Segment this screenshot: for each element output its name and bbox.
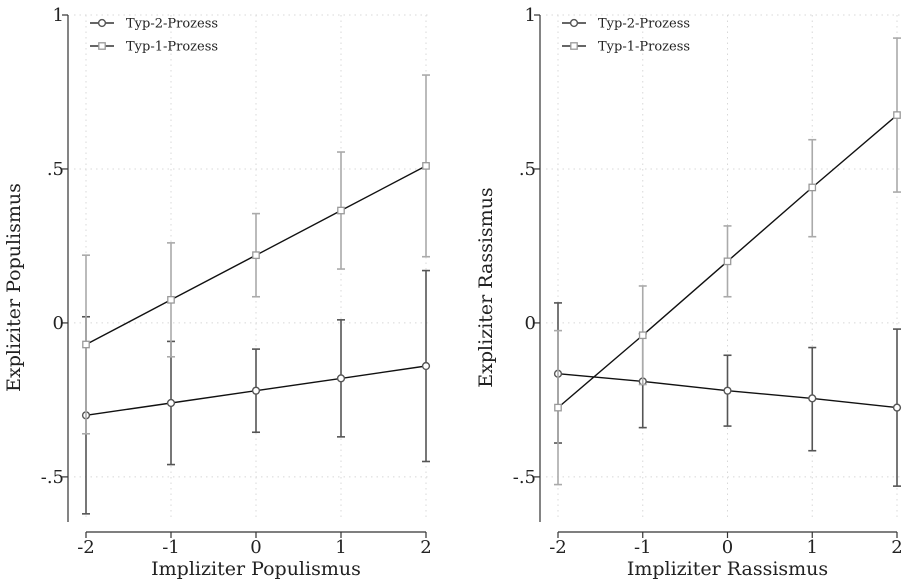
y-tick-label: 0 — [53, 313, 64, 334]
data-point — [421, 361, 431, 371]
series-square — [82, 74, 430, 435]
legend-marker — [97, 18, 107, 28]
x-tick-label: 1 — [807, 537, 818, 558]
y-axis-label: Expliziter Populismus — [3, 183, 25, 392]
data-point — [166, 398, 176, 408]
x-tick-label: 0 — [250, 537, 261, 558]
y-tick-label: -.5 — [41, 467, 64, 488]
y-tick-label: .5 — [47, 159, 64, 180]
x-tick-label: -2 — [77, 537, 95, 558]
x-tick-label: 1 — [335, 537, 346, 558]
data-point — [808, 183, 817, 192]
data-point — [167, 295, 175, 304]
panel-rassismus: -.5 0 .5 1 -2 -1 0 1 2 Impliziter Rassismus Expliz… — [475, 5, 902, 580]
data-point — [892, 403, 902, 412]
y-tick-label: 0 — [525, 313, 536, 334]
x-tick-label: -1 — [162, 537, 180, 558]
y-tick-label: .5 — [519, 159, 536, 180]
x-tick-label: 2 — [420, 537, 431, 558]
y-axis-label: Expliziter Rassismus — [475, 187, 497, 387]
y-tick-label: 1 — [525, 5, 536, 26]
legend: Typ-2-Prozess Typ-1-Prozess — [90, 17, 218, 55]
legend-marker — [569, 18, 579, 28]
data-point — [251, 386, 261, 395]
legend-label: Typ-1-Prozess — [598, 40, 690, 55]
x-axis-label: Impliziter Populismus — [151, 558, 361, 580]
panel-populismus: -.5 0 .5 1 -2 -1 0 1 2 Impliziter Populismus Expli… — [3, 5, 432, 580]
x-tick-label: -2 — [549, 537, 567, 558]
x-axis-label: Impliziter Rassismus — [627, 558, 828, 580]
y-tick-label: -.5 — [513, 467, 536, 488]
x-tick-label: 2 — [891, 537, 902, 558]
x-tick-label: 0 — [722, 537, 733, 558]
data-point — [723, 257, 732, 266]
data-point — [252, 251, 260, 260]
data-point — [554, 403, 562, 412]
legend-label: Typ-2-Prozess — [126, 17, 218, 32]
data-point — [336, 374, 346, 383]
data-point — [638, 331, 647, 340]
data-point — [893, 111, 901, 119]
legend: Typ-2-Prozess Typ-1-Prozess — [562, 17, 690, 55]
y-tick-label: 1 — [53, 5, 64, 26]
x-tick-label: -1 — [634, 537, 652, 558]
series-circle — [553, 302, 902, 487]
data-point — [422, 162, 430, 170]
data-point — [82, 340, 90, 349]
data-point — [337, 206, 345, 215]
series-square — [554, 37, 901, 486]
legend-marker — [570, 42, 578, 50]
data-point — [808, 394, 817, 403]
data-point — [723, 386, 732, 395]
legend-label: Typ-2-Prozess — [598, 17, 690, 32]
legend-marker — [98, 42, 106, 50]
legend-label: Typ-1-Prozess — [126, 40, 218, 55]
